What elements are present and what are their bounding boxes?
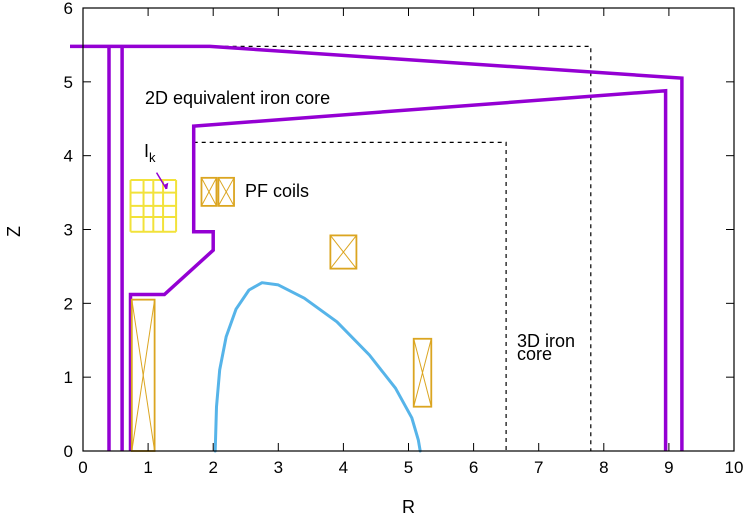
label-pf-coils: PF coils — [245, 181, 309, 201]
core-2d-outer-boundary — [70, 44, 684, 451]
pf-coil-3-cross-b — [217, 177, 235, 207]
x-tick-label: 4 — [339, 458, 348, 477]
plasma-boundary-curve — [213, 281, 422, 453]
label-ik-subscript: k — [149, 150, 156, 165]
label-3d-iron-line2: core — [517, 344, 552, 364]
axes: 0 1 2 3 4 5 6 7 8 9 10 0 1 2 3 4 5 6 R Z — [4, 0, 743, 517]
label-ik: Ik — [144, 141, 156, 165]
annotation-labels: 2D equivalent iron core Ik PF coils 3D i… — [144, 88, 575, 364]
x-tick-label: 5 — [404, 458, 413, 477]
core-2d-window-boundary — [128, 88, 668, 451]
label-3d-iron-line1: 3D iron — [517, 331, 575, 351]
label-2d-equivalent-core: 2D equivalent iron core — [145, 88, 330, 108]
x-tick-label: 1 — [143, 458, 152, 477]
x-tick-label: 10 — [725, 458, 744, 477]
label-ik-base: I — [144, 141, 149, 161]
x-axis-label: R — [402, 497, 415, 517]
y-tick-label: 0 — [64, 442, 73, 461]
y-tick-label: 3 — [64, 221, 73, 240]
core-3d-outer-dashed — [128, 45, 592, 451]
x-tick-label: 9 — [664, 458, 673, 477]
x-tick-label: 6 — [469, 458, 478, 477]
ik-pointer-line — [155, 172, 167, 190]
pf-coil-2 — [200, 176, 218, 207]
y-axis-label: Z — [4, 226, 24, 237]
pf-coil-5-cross-b — [413, 338, 432, 407]
core-3d-inner-dashed — [193, 141, 507, 451]
y-tick-label: 2 — [64, 294, 73, 313]
ik-pointer-arrowhead — [164, 182, 169, 190]
x-tick-label: 2 — [208, 458, 217, 477]
y-tick-label: 5 — [64, 73, 73, 92]
pf-coil-4 — [329, 234, 358, 270]
x-tick-label: 7 — [534, 458, 543, 477]
x-tick-label: 8 — [599, 458, 608, 477]
y-tick-label: 1 — [64, 368, 73, 387]
pf-coil-1-cross-b — [131, 299, 156, 452]
y-tick-label: 4 — [64, 147, 73, 166]
pf-coil-5 — [412, 337, 433, 408]
pf-coil-2-cross-b — [201, 177, 217, 207]
pf-coil-4-cross-b — [329, 235, 357, 269]
pf-coil-3 — [217, 176, 235, 207]
x-tick-label: 0 — [78, 458, 87, 477]
plot-content — [70, 44, 684, 453]
y-tick-label: 6 — [64, 0, 73, 18]
x-tick-label: 3 — [274, 458, 283, 477]
